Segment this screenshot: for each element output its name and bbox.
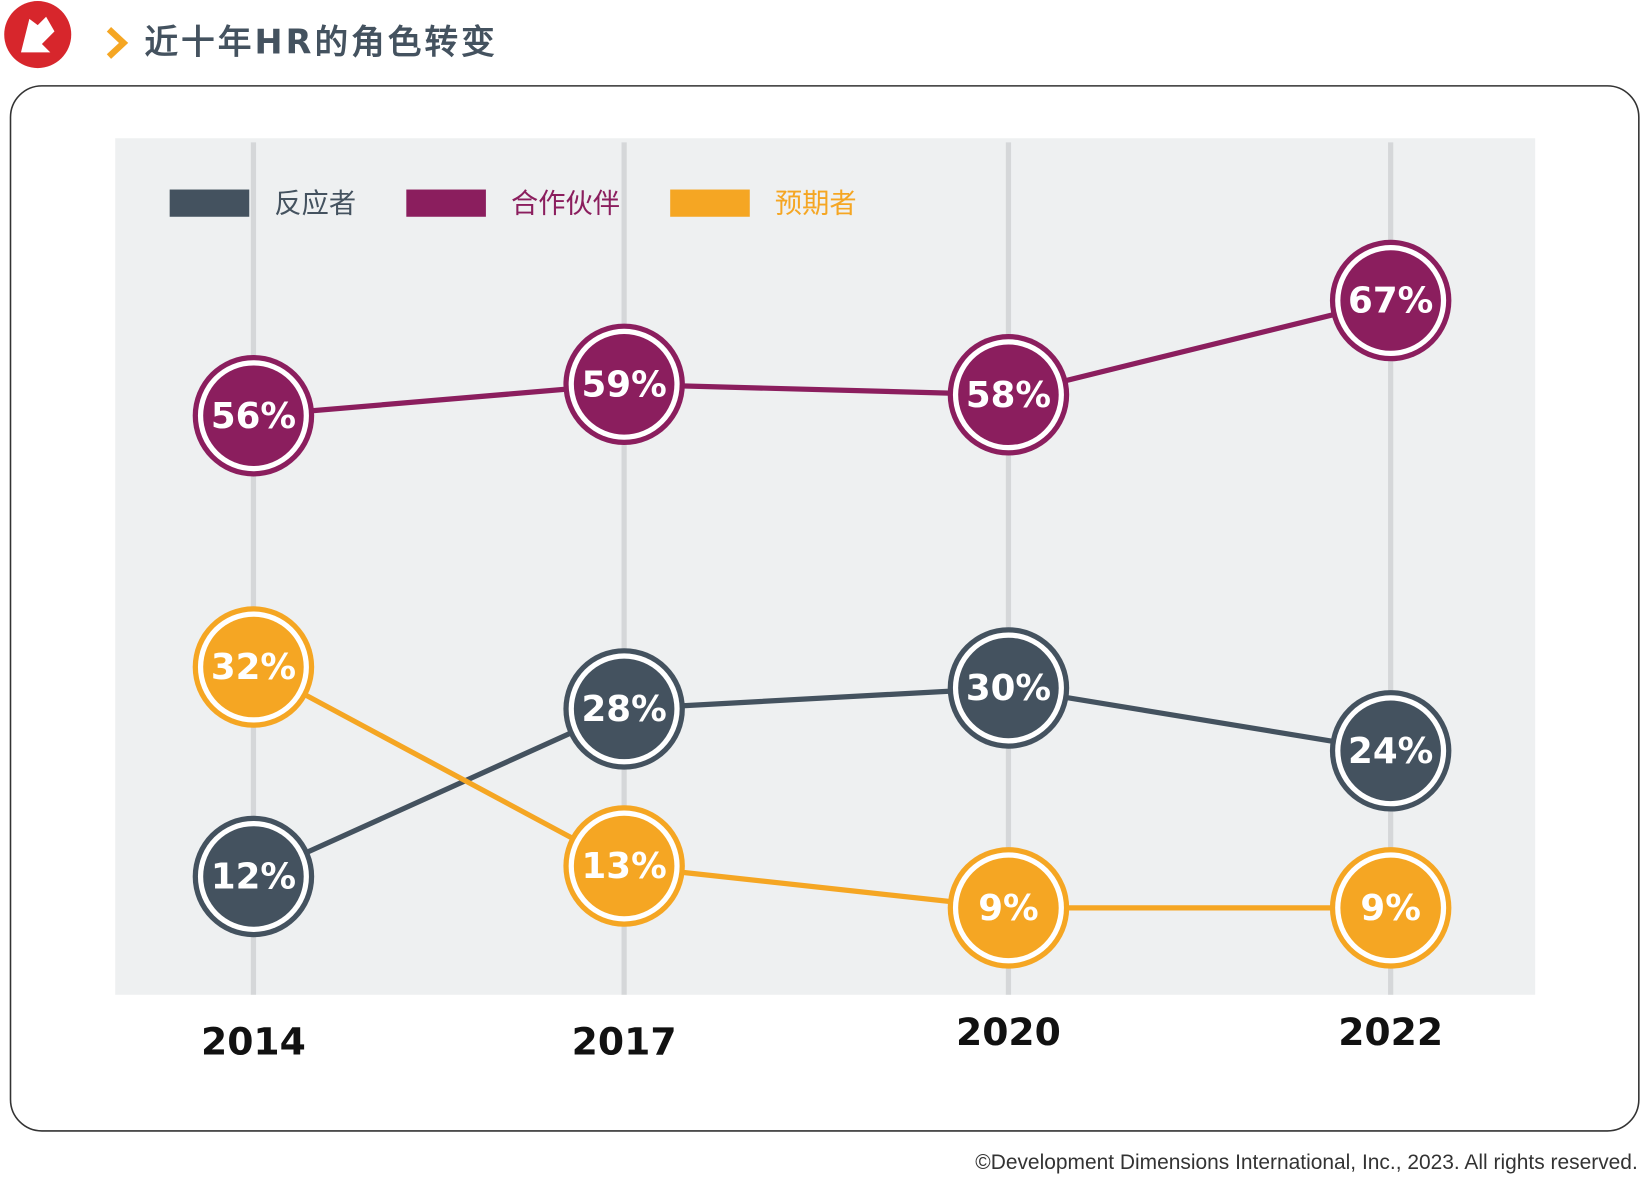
value-label: 12% <box>211 857 296 898</box>
value-label: 28% <box>582 689 667 730</box>
point <box>203 616 304 718</box>
legend-label: 合作伙伴 <box>511 189 620 220</box>
data-point: 9% <box>947 847 1070 969</box>
value-label: 9% <box>978 888 1038 929</box>
value-label: 24% <box>1348 731 1433 772</box>
series-line <box>253 297 1392 419</box>
value-label: 13% <box>582 846 667 887</box>
value-label: 56% <box>211 396 296 437</box>
legend-swatch <box>670 189 750 217</box>
x-tick-label: 2014 <box>201 1020 306 1064</box>
data-point: 12% <box>192 815 315 938</box>
title-chevron <box>106 27 129 59</box>
point <box>203 826 304 927</box>
point <box>958 857 1059 959</box>
data-point: 58% <box>947 334 1070 456</box>
value-label: 58% <box>966 375 1051 416</box>
value-label: 59% <box>582 364 667 405</box>
data-point: 30% <box>947 627 1070 749</box>
point <box>1340 250 1441 351</box>
data-point: 9% <box>1329 847 1452 969</box>
data-point: 56% <box>192 354 315 477</box>
source: ©Development Dimensions International, I… <box>975 1151 1638 1174</box>
data-point: 67% <box>1329 239 1452 362</box>
value-label: 9% <box>1360 888 1420 929</box>
data-point: 59% <box>563 323 685 446</box>
value-label: 32% <box>211 647 296 688</box>
x-tick-label: 2020 <box>956 1010 1061 1054</box>
data-point: 13% <box>563 805 685 927</box>
legend-swatch <box>169 189 250 217</box>
data-point: 32% <box>192 606 315 728</box>
x-tick-label: 2017 <box>572 1020 677 1064</box>
point <box>573 815 675 917</box>
point <box>1340 857 1441 959</box>
point <box>573 658 675 760</box>
series-line <box>252 664 1391 911</box>
legend-swatch <box>406 189 486 217</box>
chart-title: 近十年HR的角色转变 <box>145 22 498 61</box>
x-tick-label: 2022 <box>1338 1010 1443 1054</box>
point <box>203 365 304 466</box>
plot-area <box>115 138 1536 995</box>
point <box>958 637 1059 739</box>
point <box>958 344 1059 446</box>
logo <box>4 1 72 69</box>
data-point: 24% <box>1329 690 1452 812</box>
data-point: 28% <box>563 648 685 770</box>
value-label: 30% <box>966 668 1051 709</box>
point <box>1340 700 1441 802</box>
value-label: 67% <box>1348 281 1433 322</box>
series-line <box>252 685 1392 879</box>
legend-label: 预期者 <box>775 189 857 220</box>
point <box>573 334 675 435</box>
legend-label: 反应者 <box>274 189 356 220</box>
